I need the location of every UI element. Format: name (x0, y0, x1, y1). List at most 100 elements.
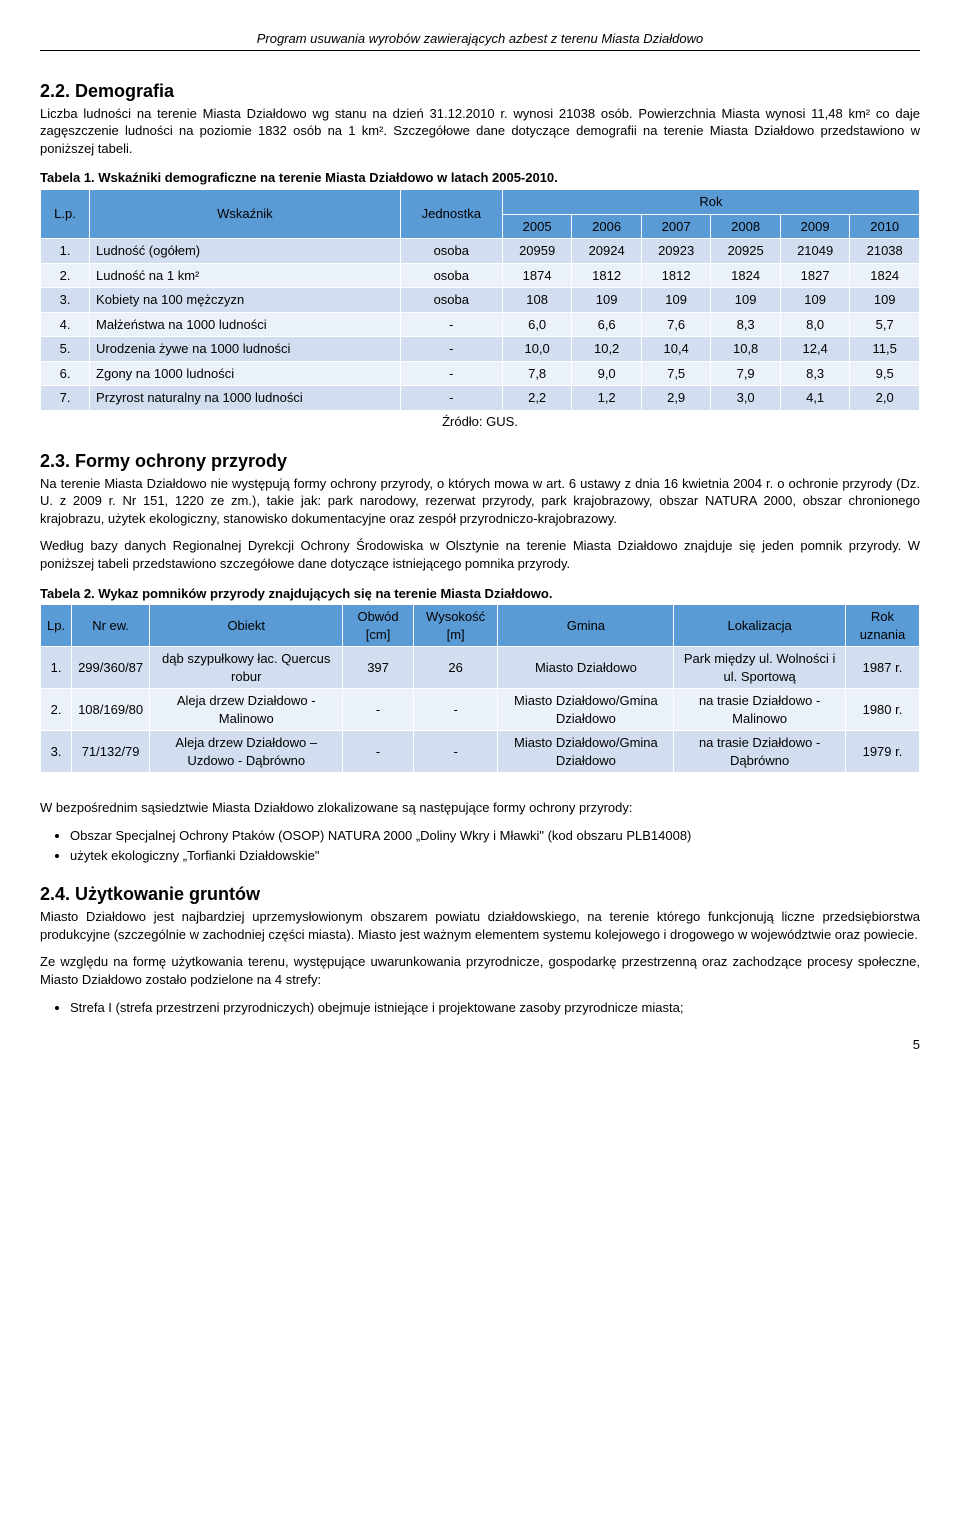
section-23-para2: Według bazy danych Regionalnej Dyrekcji … (40, 537, 920, 572)
section-22-title: 2.2. Demografia (40, 79, 920, 103)
table-cell: Aleja drzew Działdowo - Malinowo (150, 689, 343, 731)
table-cell: 109 (711, 288, 781, 313)
table-cell: Miasto Działdowo/Gmina Działdowo (498, 689, 674, 731)
table-cell: 6,6 (572, 312, 642, 337)
t1-year: 2010 (850, 214, 920, 239)
table-cell: Ludność na 1 km² (90, 263, 401, 288)
table-cell: 1827 (780, 263, 850, 288)
table-cell: 1812 (641, 263, 711, 288)
table-cell: 6,0 (502, 312, 572, 337)
section-24-para1: Miasto Działdowo jest najbardziej uprzem… (40, 908, 920, 943)
table-cell: osoba (400, 263, 502, 288)
table-cell: 11,5 (850, 337, 920, 362)
table-cell: dąb szypułkowy łac. Quercus robur (150, 647, 343, 689)
table-cell: 2. (41, 263, 90, 288)
table-cell: 12,4 (780, 337, 850, 362)
table-cell: 1824 (850, 263, 920, 288)
section-24-para2: Ze względu na formę użytkowania terenu, … (40, 953, 920, 988)
table-cell: 6. (41, 361, 90, 386)
table-cell: 7,6 (641, 312, 711, 337)
table1-title: Tabela 1. Wskaźniki demograficzne na ter… (40, 169, 920, 187)
table-cell: - (413, 731, 498, 773)
table-cell: 9,0 (572, 361, 642, 386)
t1-year: 2007 (641, 214, 711, 239)
table-row: 5.Urodzenia żywe na 1000 ludności-10,010… (41, 337, 920, 362)
table-cell: 5,7 (850, 312, 920, 337)
t1-head-lp: L.p. (41, 190, 90, 239)
t1-year: 2005 (502, 214, 572, 239)
table-cell: 108 (502, 288, 572, 313)
table-cell: 109 (850, 288, 920, 313)
table-row: 1.299/360/87dąb szypułkowy łac. Quercus … (41, 647, 920, 689)
table-cell: 8,0 (780, 312, 850, 337)
table-row: 1.Ludność (ogółem)osoba20959209242092320… (41, 239, 920, 264)
table-row: 2.Ludność na 1 km²osoba18741812181218241… (41, 263, 920, 288)
table-cell: 10,4 (641, 337, 711, 362)
table1: L.p. Wskaźnik Jednostka Rok 2005 2006 20… (40, 189, 920, 411)
t2-head: Wysokość [m] (413, 605, 498, 647)
table-cell: 1,2 (572, 386, 642, 411)
t1-head-wsk: Wskaźnik (90, 190, 401, 239)
section-23-para1: Na terenie Miasta Działdowo nie występuj… (40, 475, 920, 528)
table-cell: Przyrost naturalny na 1000 ludności (90, 386, 401, 411)
table-cell: 10,8 (711, 337, 781, 362)
table-cell: 1980 r. (845, 689, 919, 731)
table-cell: 20924 (572, 239, 642, 264)
t2-head: Obiekt (150, 605, 343, 647)
table-cell: Małżeństwa na 1000 ludności (90, 312, 401, 337)
table-cell: 10,0 (502, 337, 572, 362)
table-cell: 71/132/79 (72, 731, 150, 773)
table-cell: 397 (343, 647, 413, 689)
table-cell: 4. (41, 312, 90, 337)
table-cell: 7,5 (641, 361, 711, 386)
table-cell: Park między ul. Wolności i ul. Sportową (674, 647, 846, 689)
page-number: 5 (40, 1036, 920, 1054)
table-cell: 109 (641, 288, 711, 313)
table-cell: Zgony na 1000 ludności (90, 361, 401, 386)
table-cell: 109 (572, 288, 642, 313)
table-cell: - (400, 386, 502, 411)
t1-year: 2009 (780, 214, 850, 239)
table-cell: 4,1 (780, 386, 850, 411)
table-cell: - (400, 312, 502, 337)
table-cell: Aleja drzew Działdowo – Uzdowo - Dąbrówn… (150, 731, 343, 773)
t1-year: 2008 (711, 214, 781, 239)
table-row: 4.Małżeństwa na 1000 ludności-6,06,67,6 8… (41, 312, 920, 337)
table-cell: - (400, 361, 502, 386)
table-cell: Miasto Działdowo/Gmina Działdowo (498, 731, 674, 773)
t2-head: Gmina (498, 605, 674, 647)
table-cell: 21049 (780, 239, 850, 264)
section-23-title: 2.3. Formy ochrony przyrody (40, 449, 920, 473)
table-row: 6.Zgony na 1000 ludności-7,89,07,57,98,3… (41, 361, 920, 386)
table-cell: 2. (41, 689, 72, 731)
list-item: Obszar Specjalnej Ochrony Ptaków (OSOP) … (70, 827, 920, 845)
table2-title: Tabela 2. Wykaz pomników przyrody znajdu… (40, 585, 920, 603)
table-cell: - (343, 689, 413, 731)
table1-source: Źródło: GUS. (40, 413, 920, 431)
section-24-list: Strefa I (strefa przestrzeni przyrodnicz… (70, 999, 920, 1017)
section-24-title: 2.4. Użytkowanie gruntów (40, 882, 920, 906)
table-row: 3.71/132/79Aleja drzew Działdowo – Uzdow… (41, 731, 920, 773)
list-item: użytek ekologiczny „Torfianki Działdowsk… (70, 847, 920, 865)
table-cell: osoba (400, 239, 502, 264)
table-cell: 20959 (502, 239, 572, 264)
table-cell: 3. (41, 288, 90, 313)
table-cell: 1987 r. (845, 647, 919, 689)
table-row: 7.Przyrost naturalny na 1000 ludności-2,… (41, 386, 920, 411)
table-cell: 7,8 (502, 361, 572, 386)
table-cell: na trasie Działdowo - Malinowo (674, 689, 846, 731)
t2-head: Lokalizacja (674, 605, 846, 647)
t1-head-jed: Jednostka (400, 190, 502, 239)
table-cell: na trasie Działdowo - Dąbrówno (674, 731, 846, 773)
table-cell: Ludność (ogółem) (90, 239, 401, 264)
table-cell: 1. (41, 239, 90, 264)
t2-head: Nr ew. (72, 605, 150, 647)
table-cell: 26 (413, 647, 498, 689)
table-cell: 3. (41, 731, 72, 773)
t1-head-rok: Rok (502, 190, 919, 215)
table-cell: 21038 (850, 239, 920, 264)
table2: Lp. Nr ew. Obiekt Obwód [cm] Wysokość [m… (40, 604, 920, 773)
table-cell: 7,9 (711, 361, 781, 386)
table-cell: 2,9 (641, 386, 711, 411)
table-cell: osoba (400, 288, 502, 313)
